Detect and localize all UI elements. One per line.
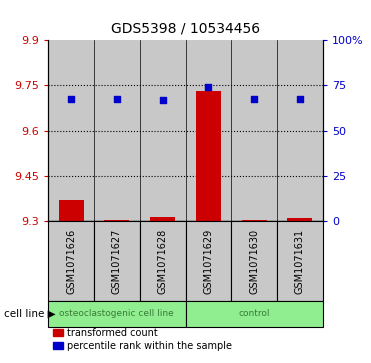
Text: GSM1071630: GSM1071630 [249,229,259,294]
Bar [196,91,221,221]
Point [297,96,303,102]
Bar [48,221,94,301]
Point [68,96,74,102]
Text: GSM1071628: GSM1071628 [158,229,168,294]
Text: control: control [239,310,270,318]
Bar [277,40,323,221]
Legend: transformed count, percentile rank within the sample: transformed count, percentile rank withi… [53,328,232,351]
Title: GDS5398 / 10534456: GDS5398 / 10534456 [111,22,260,36]
Bar [94,40,140,221]
Bar [186,221,231,301]
Point [251,96,257,102]
Bar [186,40,231,221]
Text: GSM1071626: GSM1071626 [66,229,76,294]
Bar [140,40,186,221]
Bar [140,221,186,301]
Bar [48,40,94,221]
Point [114,96,120,102]
Bar [231,221,277,301]
Bar [287,219,312,221]
Text: GSM1071627: GSM1071627 [112,229,122,294]
Text: osteoclastogenic cell line: osteoclastogenic cell line [59,310,174,318]
Bar [48,301,186,327]
Bar [150,217,175,221]
Bar [231,40,277,221]
Text: cell line ▶: cell line ▶ [4,309,55,319]
Bar [104,220,129,221]
Text: GSM1071631: GSM1071631 [295,229,305,294]
Bar [59,200,84,221]
Point [160,98,165,103]
Point [206,84,211,90]
Bar [242,220,267,221]
Bar [186,301,323,327]
Text: GSM1071629: GSM1071629 [203,229,213,294]
Bar [277,221,323,301]
Bar [94,221,140,301]
